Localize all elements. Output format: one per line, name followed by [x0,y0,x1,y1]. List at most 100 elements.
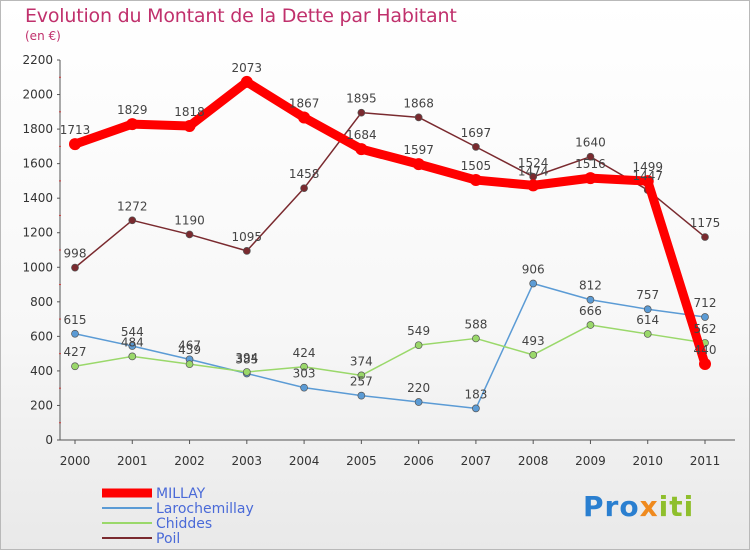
data-point [586,152,595,161]
data-point [414,341,423,350]
data-point [584,172,597,185]
data-point [641,175,654,188]
data-point [69,138,81,151]
series-line-poil [74,111,706,269]
data-label: 1597 [403,143,434,157]
data-label: 1447 [632,169,663,183]
data-point [699,358,711,370]
data-point [529,279,538,288]
data-label: 998 [64,247,87,261]
data-point [412,158,425,171]
data-label: 1829 [117,103,148,117]
data-label: 588 [464,317,487,331]
data-point [472,404,480,413]
data-label: 614 [636,313,659,327]
data-point [128,216,137,225]
data-labels: 998 1272 1190 1095 1458 1895 1868 1697 1524 1640 1… [60,61,721,401]
data-label: 1640 [575,136,606,150]
data-label: 666 [579,304,602,318]
data-point [355,143,368,156]
data-label: 1868 [403,96,434,110]
data-point [586,321,595,329]
data-label: 544 [121,325,144,339]
x-tick-label: 2002 [174,454,205,468]
data-point [414,398,423,406]
data-label: 424 [293,346,316,360]
data-label: 1524 [518,156,549,170]
y-tick-label: 0 [45,433,53,447]
data-point [126,118,139,131]
data-point [71,362,79,371]
chart-subtitle: (en €) [25,29,61,43]
data-point [242,247,251,255]
data-label: 467 [178,338,201,352]
data-label: 394 [235,351,258,365]
data-label: 374 [350,354,373,368]
x-tick-label: 2007 [461,454,492,468]
data-label: 562 [694,322,717,336]
data-label: 1516 [575,157,606,171]
data-point [357,371,366,380]
data-label: 1458 [289,167,320,181]
data-point [298,111,311,124]
y-tick-label: 1200 [22,226,53,240]
x-tick-label: 2000 [60,454,91,468]
series-layer [69,75,711,413]
data-label: 712 [694,296,717,310]
proxiti-logo: Proxiti [583,490,695,523]
data-point [71,329,79,338]
y-tick-label: 1000 [22,260,53,274]
data-label: 1095 [232,230,263,244]
data-point [71,263,79,272]
data-point [643,305,652,314]
data-point [357,108,366,117]
data-point [300,362,308,371]
data-point [357,391,366,400]
data-point [300,184,308,193]
data-label: 1713 [60,123,91,137]
data-label: 1175 [690,216,721,230]
data-label: 427 [64,345,87,359]
data-label: 220 [407,381,430,395]
y-tick-label: 400 [30,364,53,378]
data-label: 1818 [174,105,205,119]
x-tick-label: 2008 [518,454,549,468]
data-label: 1505 [461,159,492,173]
data-label: 549 [407,324,430,338]
x-tick-label: 2010 [632,454,663,468]
x-tick-label: 2009 [575,454,606,468]
data-point [128,342,137,350]
data-label: 615 [64,313,87,327]
series-line-larochemillay [74,282,706,410]
data-label: 439 [178,343,201,357]
data-point [586,295,595,304]
x-tick-label: 2011 [690,454,721,468]
data-point [185,360,194,369]
data-label: 906 [522,263,545,277]
data-label: 1272 [117,199,148,213]
data-point [414,113,423,122]
data-point [183,119,196,132]
legend-label: Chiddes [156,516,212,532]
data-point [701,313,709,321]
data-point [242,368,251,376]
x-tick-label: 2003 [232,454,263,468]
data-label: 757 [636,288,659,302]
x-tick-label: 2001 [117,454,148,468]
data-label: 440 [694,343,717,357]
y-tick-label: 600 [30,329,53,343]
data-point [529,350,538,359]
data-point [185,230,194,239]
series-line-millay [70,77,710,369]
data-label: 1867 [289,97,320,111]
data-point [472,334,480,343]
data-point [701,233,709,241]
y-tick-label: 800 [30,295,53,309]
data-point [527,179,540,192]
x-tick-label: 2005 [346,454,377,468]
data-label: 1895 [346,92,377,106]
data-label: 1684 [346,128,377,142]
series-line-chiddes [74,324,706,377]
